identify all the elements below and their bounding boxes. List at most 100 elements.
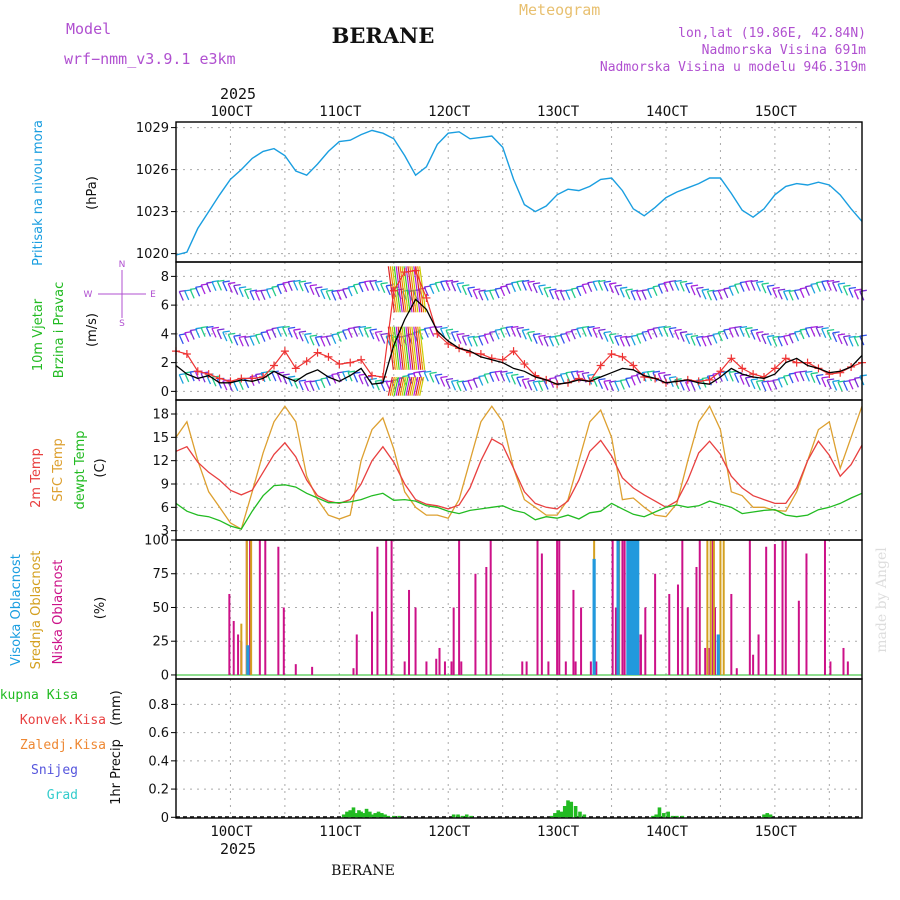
wind-barb xyxy=(843,284,851,287)
wind-barb xyxy=(385,285,391,296)
panel-frame xyxy=(175,399,863,541)
low-cloud-bar xyxy=(521,661,524,675)
gust-marker xyxy=(270,361,278,370)
wind-barb xyxy=(385,336,391,346)
wind-barb xyxy=(418,370,426,373)
low-cloud-bar xyxy=(714,607,716,675)
low-cloud-bar xyxy=(805,553,808,675)
wind-barb xyxy=(788,373,794,384)
wind-barb xyxy=(260,332,266,342)
y-tick-label: 15 xyxy=(152,431,169,446)
wind-barb xyxy=(233,334,241,337)
strong-wind-barbs xyxy=(387,266,427,396)
wind-barb xyxy=(581,327,587,337)
y-tick-label: 75 xyxy=(152,567,169,582)
wind-barb xyxy=(260,290,266,301)
compass-north: N xyxy=(119,260,126,270)
wind-barb xyxy=(423,328,429,338)
wind-barb xyxy=(358,374,364,385)
wind-barb xyxy=(325,376,331,386)
wind-barb xyxy=(467,335,475,338)
low-cloud-bar xyxy=(781,540,784,675)
gust-marker xyxy=(193,367,202,376)
wind-barb xyxy=(415,376,421,396)
wind-barb xyxy=(543,335,552,339)
wind-axis-sublabel: Brzina i Pravac xyxy=(52,282,67,379)
precip-bar xyxy=(380,813,384,818)
wind-barb xyxy=(363,281,369,291)
y-tick-label: 25 xyxy=(152,635,169,650)
wind-barb xyxy=(499,286,506,297)
low-cloud-bar xyxy=(489,540,492,675)
wind-barb xyxy=(401,326,408,370)
wind-barb xyxy=(505,373,511,383)
wind-barb xyxy=(646,288,653,299)
wind-barb xyxy=(405,266,413,313)
wind-barb xyxy=(745,279,753,283)
low-cloud-bar xyxy=(408,589,411,675)
gust-marker xyxy=(324,352,333,361)
wind-barb xyxy=(832,379,840,383)
wind-barb xyxy=(391,376,397,396)
wind-barb xyxy=(756,280,764,284)
wind-barb xyxy=(200,284,206,295)
wind-barb xyxy=(184,372,190,383)
wind-barb xyxy=(734,284,740,294)
wind-barb xyxy=(641,331,647,342)
sfc-temp-axis-label: SFC Temp xyxy=(51,438,66,502)
wind-barb xyxy=(393,266,401,313)
wind-barb xyxy=(336,332,342,342)
wind-barb xyxy=(445,281,451,291)
precip-bar xyxy=(670,815,675,818)
x-tick-label-bottom: 10OCT xyxy=(210,824,253,840)
wind-barb xyxy=(293,328,301,331)
wind-barb xyxy=(227,381,233,392)
gust-marker xyxy=(182,350,191,358)
wind-barb xyxy=(522,328,530,331)
wind-barb xyxy=(804,328,810,338)
temp2m-line xyxy=(175,437,863,510)
wind-barb xyxy=(647,370,655,373)
wind-barb xyxy=(282,282,288,293)
wind-barb xyxy=(598,378,606,381)
year-bottom: 2025 xyxy=(220,840,256,858)
y-tick-label: 6 xyxy=(161,501,169,516)
low-cloud-bar xyxy=(525,661,528,675)
low-cloud-bar xyxy=(376,546,379,675)
wind-barb xyxy=(669,376,677,379)
wind-barb xyxy=(239,335,247,338)
low-cloud-bar xyxy=(572,589,575,675)
low-cloud-bar xyxy=(558,540,561,675)
wind-barb xyxy=(399,376,405,396)
y-tick-label: 9 xyxy=(161,478,169,493)
wind-barb xyxy=(799,371,805,382)
wind-barb xyxy=(674,328,682,332)
low-cloud-bar xyxy=(784,540,787,675)
wind-barb xyxy=(211,328,217,338)
wind-barb xyxy=(516,377,522,387)
gust-marker xyxy=(422,293,431,302)
wind-barb xyxy=(409,376,415,396)
mid-cloud-bar xyxy=(250,540,253,675)
gust-marker xyxy=(618,352,627,361)
wind-barb xyxy=(195,286,201,297)
gust-marker xyxy=(509,347,518,356)
wind-barb xyxy=(652,328,658,338)
wind-barb xyxy=(799,329,805,340)
precip-bar xyxy=(559,811,564,818)
wind-barb xyxy=(331,334,337,345)
wind-barb xyxy=(417,376,423,396)
wind-barb xyxy=(783,375,789,386)
wind-barb xyxy=(619,288,625,298)
precip-bar xyxy=(582,814,587,818)
precip-bar xyxy=(460,815,465,818)
wind-barb xyxy=(178,374,184,384)
precip-unit-label: (mm) xyxy=(109,690,124,725)
high-cloud-axis-label: Visoka Oblacnost xyxy=(9,554,24,666)
wind-barb xyxy=(282,327,288,337)
wind-barb xyxy=(658,325,666,329)
wind-barb xyxy=(472,337,478,347)
wind-barb xyxy=(303,283,310,293)
legend-convective-rain: Konvek.Kisa xyxy=(20,713,106,728)
x-tick-label-top: 15OCT xyxy=(755,104,798,120)
